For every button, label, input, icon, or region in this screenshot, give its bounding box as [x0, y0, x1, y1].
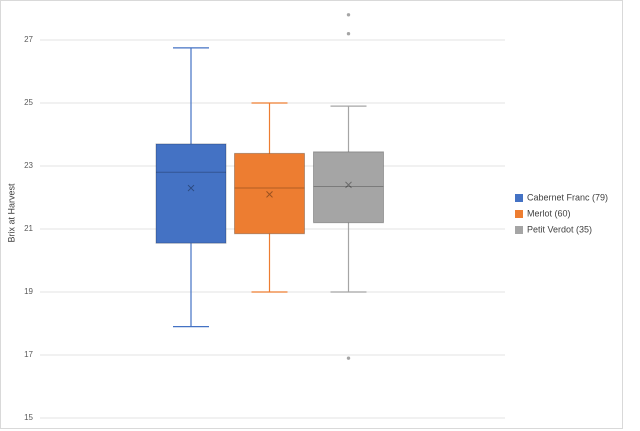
legend-swatch	[515, 226, 523, 234]
box	[234, 152, 305, 235]
legend-swatch	[515, 210, 523, 218]
outlier	[346, 356, 351, 360]
legend-label: Petit Verdot (35)	[527, 224, 592, 234]
legend: Cabernet Franc (79) Merlot (60) Petit Verd…	[515, 192, 608, 234]
outlier	[346, 13, 351, 17]
box-group	[234, 102, 305, 293]
y-tick-label: 23	[24, 161, 33, 170]
outlier	[346, 32, 351, 36]
legend-label: Merlot (60)	[527, 208, 571, 218]
y-tick-label: 21	[24, 224, 33, 233]
y-tick-label: 19	[24, 287, 33, 296]
y-tick-label: 17	[24, 350, 33, 359]
box-group	[155, 47, 227, 328]
box	[313, 151, 384, 224]
legend-label: Cabernet Franc (79)	[527, 192, 608, 202]
y-tick-label: 15	[24, 413, 33, 422]
mean-marker	[266, 190, 273, 198]
mean-marker	[187, 184, 195, 192]
box-group	[313, 13, 384, 360]
legend-swatch	[515, 194, 523, 202]
box	[155, 143, 227, 244]
y-tick-label: 27	[24, 35, 33, 44]
y-axis-label: Brix at Harvest	[6, 183, 16, 243]
mean-marker	[345, 181, 352, 189]
y-tick-label: 25	[24, 98, 33, 107]
